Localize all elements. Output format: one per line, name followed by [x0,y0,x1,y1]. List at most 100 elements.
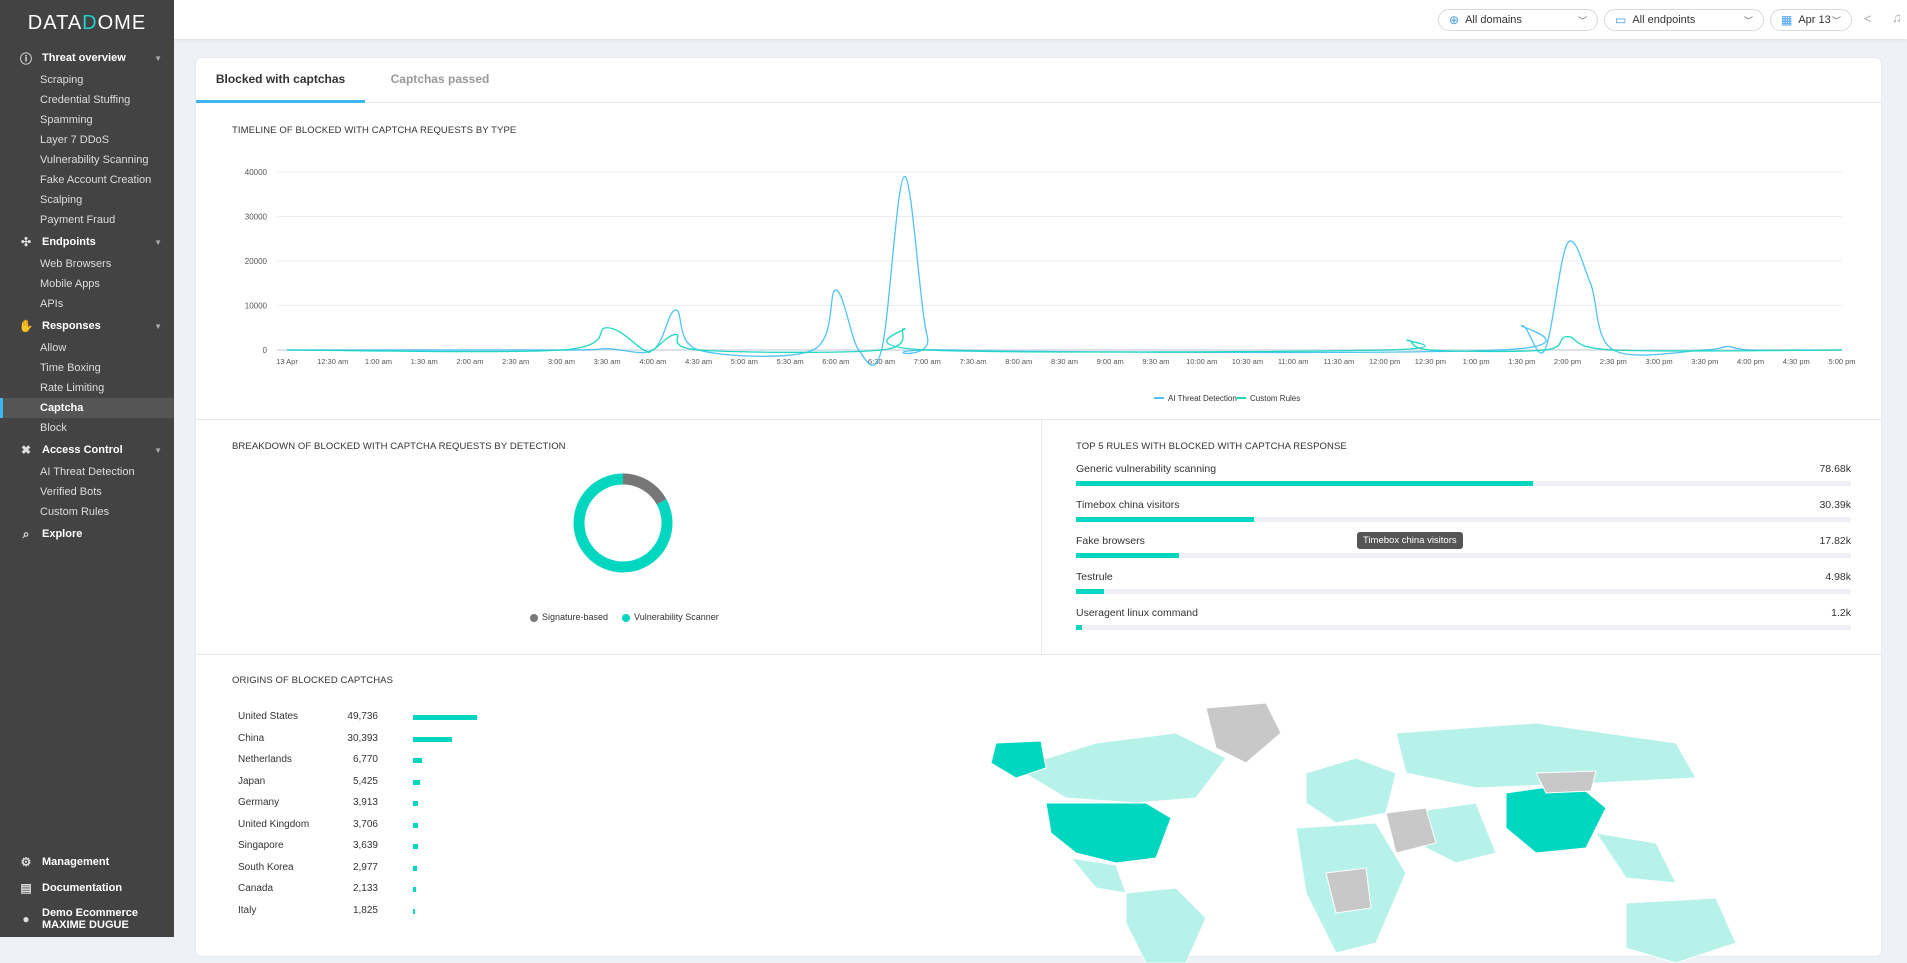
x-tick-label: 1:30 pm [1508,357,1535,366]
tab-bar: Blocked with captchas Captchas passed [196,58,1881,103]
legend-dot [530,613,538,622]
origin-row[interactable]: United States 49,736 [238,711,478,725]
origin-row[interactable]: Germany 3,913 [238,797,478,811]
sidebar-section-responses[interactable]: ✋ Responses ▼ [18,319,162,333]
series-line-ai-threat-detection[interactable] [286,175,1843,367]
map-mexico [1069,857,1127,894]
origin-bar [413,844,418,849]
series-line-custom-rules[interactable] [286,327,1843,354]
x-tick-label: 11:00 am [1278,357,1309,366]
origin-row[interactable]: China 30,393 [238,733,478,747]
donut-slice-signature-based[interactable] [622,473,667,505]
origin-row[interactable]: Netherlands 6,770 [238,754,478,768]
origin-row[interactable]: Italy 1,825 [238,905,478,919]
rules-title: TOP 5 RULES WITH BLOCKED WITH CAPTCHA RE… [1076,441,1347,452]
sidebar-section-explore[interactable]: ⌕ Explore [0,522,174,546]
sidebar-item-ai-threat-detection[interactable]: AI Threat Detection [40,466,135,478]
map-alaska [990,740,1047,779]
x-tick-label: 1:00 pm [1463,357,1490,366]
sidebar-section-endpoints[interactable]: ✣ Endpoints ▼ [0,230,174,254]
origin-bar [413,758,422,763]
timeline-title: TIMELINE OF BLOCKED WITH CAPTCHA REQUEST… [232,125,517,136]
captcha-card: Blocked with captchas Captchas passed TI… [195,57,1882,963]
y-tick-label: 20000 [245,257,268,266]
x-tick-label: 4:00 pm [1737,357,1764,366]
legend-label[interactable]: Custom Rules [1250,394,1300,403]
origin-bar [413,822,418,828]
endpoints-select[interactable]: ▭ All endpoints ﹀ [1604,9,1764,31]
datadome-logo[interactable]: DATA D OME [27,11,147,34]
world-map[interactable] [976,703,1876,963]
rule-bar-track [1076,517,1851,522]
sidebar-item-captcha[interactable]: Captcha [0,398,174,418]
sidebar-item-time-boxing[interactable]: Time Boxing [40,362,101,374]
sidebar-item-fake-account-creation[interactable]: Fake Account Creation [40,174,152,186]
x-tick-label: 4:30 pm [1783,357,1810,366]
timeline-chart: 0 10000 20000 30000 40000 13 Apr 12:30 am 1:00 … [245,168,1856,403]
sidebar-item-management[interactable]: ⚙ Management [0,849,174,875]
date-select[interactable]: ▦ Apr 13 ﹀ [1770,9,1852,31]
x-tick-label: 5:00 pm [1828,357,1855,366]
detection-donut-chart [573,473,673,573]
sidebar-item-documentation[interactable]: ▤ Documentation [0,875,174,901]
legend-vulnerability-scanner[interactable]: Vulnerability Scanner [622,612,719,622]
map-china [1505,782,1607,854]
rule-bar-track [1076,625,1851,630]
sidebar-item-vulnerability-scanning[interactable]: Vulnerability Scanning [40,154,149,166]
account-menu[interactable]: ● Demo Ecommerce MAXIME DUGUE [0,901,174,937]
origin-bar [413,736,453,742]
map-middle-east [1385,807,1437,854]
share-icon[interactable]: < [1864,11,1872,26]
top-bar: ⊕ All domains ﹀ ▭ All endpoints ﹀ ▦ Apr 13 ﹀ <… [174,0,1907,39]
x-tick-label: 9:00 am [1097,357,1124,366]
rule-bar-fill [1076,517,1255,522]
sidebar: DATA D OME ⓘ Threat overview ▼ Scraping Creden… [0,0,174,937]
sidebar-item-verified-bots[interactable]: Verified Bots [40,486,102,498]
x-tick-label: 2:30 am [502,357,529,366]
explore-icon: ⌕ [22,526,30,541]
sidebar-section-threat-overview[interactable]: ⓘ Threat overview ▼ [19,51,162,66]
sidebar-item-credential-stuffing[interactable]: Credential Stuffing [40,94,131,106]
x-tick-label: 3:00 pm [1646,357,1673,366]
domains-select[interactable]: ⊕ All domains ﹀ [1438,9,1598,31]
sidebar-item-spamming[interactable]: Spamming [40,114,93,126]
map-united-states [1045,802,1172,864]
origin-row[interactable]: Japan 5,425 [238,776,478,790]
x-tick-label: 12:00 pm [1369,357,1400,366]
sidebar-item-layer-7-ddos[interactable]: Layer 7 DDoS [40,134,110,146]
caret-down-icon: ▼ [154,237,162,247]
origin-row[interactable]: South Korea 2,977 [238,862,478,876]
sidebar-item-mobile-apps[interactable]: Mobile Apps [40,278,100,290]
tab-blocked-with-captchas[interactable]: Blocked with captchas [196,58,365,103]
rule-bar-track [1076,589,1851,594]
donut-slice-vulnerability-scanner[interactable] [573,473,673,573]
x-tick-label: 4:30 am [685,357,712,366]
origin-row[interactable]: United Kingdom 3,706 [238,819,478,833]
tab-captchas-passed[interactable]: Captchas passed [390,72,490,86]
sidebar-item-allow[interactable]: Allow [40,342,67,354]
bell-icon[interactable]: ♫ [1892,10,1902,25]
sidebar-section-access-control[interactable]: ✖ Access Control ▼ [0,438,174,462]
origin-row[interactable]: Canada 2,133 [238,883,478,897]
endpoints-icon: ✣ [20,235,32,249]
sidebar-item-scraping[interactable]: Scraping [40,74,84,86]
sidebar-nav: ⓘ Threat overview ▼ Scraping Credential Stuf… [0,46,174,546]
legend-signature-based[interactable]: Signature-based [530,612,608,622]
alert-circle-icon: ⓘ [19,51,32,66]
legend-label[interactable]: AI Threat Detection [1168,394,1237,403]
origin-row[interactable]: Singapore 3,639 [238,840,478,854]
sidebar-item-scalping[interactable]: Scalping [40,194,83,206]
x-tick-label: 5:00 am [731,357,758,366]
sidebar-item-block[interactable]: Block [40,422,67,434]
sidebar-item-custom-rules[interactable]: Custom Rules [40,506,110,518]
x-tick-label: 12:30 pm [1415,357,1446,366]
sidebar-item-rate-limiting[interactable]: Rate Limiting [40,382,105,394]
x-tick-label: 10:00 am [1186,357,1217,366]
x-tick-label: 9:30 am [1142,357,1169,366]
gear-icon: ⚙ [20,855,32,869]
sidebar-item-apis[interactable]: APIs [40,298,64,310]
x-tick-label: 2:00 am [456,357,483,366]
sidebar-item-payment-fraud[interactable]: Payment Fraud [40,214,116,226]
sidebar-item-web-browsers[interactable]: Web Browsers [40,258,112,270]
y-tick-label: 30000 [245,213,268,222]
